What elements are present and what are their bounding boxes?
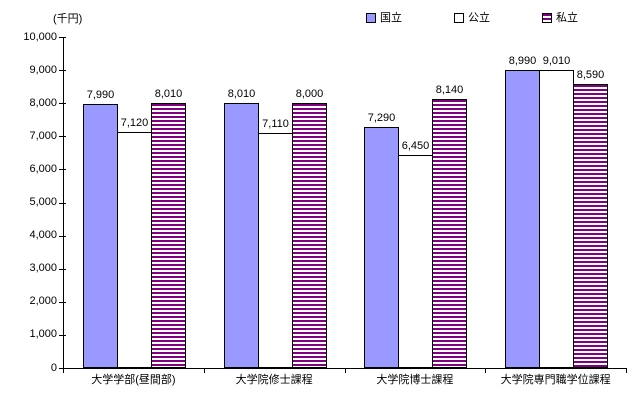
bar-value-label: 8,010	[154, 88, 183, 100]
bar-国立	[83, 104, 118, 368]
chart-legend: 国立 公立 私立	[366, 12, 578, 24]
legend-item-国立: 国立	[366, 12, 402, 24]
y-tick-mark	[59, 235, 66, 237]
y-tick-label: 8,000	[29, 96, 57, 109]
bar-value-label: 8,000	[295, 88, 324, 100]
x-tick-mark	[626, 369, 627, 373]
legend-label: 公立	[468, 12, 490, 24]
y-tick-label: 2,000	[29, 295, 57, 308]
legend-swatch-icon	[542, 13, 552, 23]
bar-value-label: 8,990	[508, 55, 537, 67]
y-tick-mark	[59, 368, 66, 369]
bar-私立	[573, 84, 608, 368]
bar-value-label: 6,450	[401, 140, 430, 152]
y-tick-label: 1,000	[29, 328, 57, 341]
y-tick-mark	[59, 136, 66, 138]
legend-item-公立: 公立	[454, 12, 490, 24]
x-tick-mark	[63, 369, 64, 373]
bar-私立	[432, 99, 467, 368]
category-label: 大学院専門職学位課程	[500, 374, 611, 386]
plot-area: 7,990 8,010 7,290 8,990 7,120 7,110 6,450 9,010…	[63, 37, 627, 369]
bar-value-label: 7,990	[86, 89, 115, 101]
bar-国立	[505, 70, 540, 368]
bar-value-label: 8,140	[435, 84, 464, 96]
y-tick-mark	[59, 169, 66, 171]
bar-value-label: 7,120	[120, 117, 149, 129]
category-label: 大学院修士課程	[235, 374, 313, 386]
y-tick-label: 6,000	[29, 162, 57, 175]
y-tick-mark	[59, 37, 66, 38]
category-label: 大学学部(昼間部)	[91, 374, 176, 386]
y-tick-label: 4,000	[29, 229, 57, 242]
y-tick-mark	[59, 202, 66, 204]
category-label: 大学院博士課程	[376, 374, 454, 386]
y-axis-unit-label: (千円)	[53, 13, 83, 25]
y-tick-label: 0	[50, 361, 57, 374]
y-tick-label: 10,000	[23, 30, 57, 43]
bar-公立	[117, 132, 152, 368]
legend-swatch-icon	[454, 13, 464, 23]
y-tick-label: 5,000	[29, 196, 57, 208]
bar-value-label: 7,110	[262, 118, 289, 130]
y-tick-label: 9,000	[29, 63, 57, 76]
y-tick-mark	[59, 268, 66, 270]
bar-value-label: 7,290	[367, 112, 396, 124]
bar-私立	[292, 103, 327, 368]
y-tick-label: 7,000	[29, 129, 57, 142]
y-tick-mark	[59, 103, 66, 105]
x-tick-mark	[204, 369, 205, 373]
bar-公立	[398, 155, 433, 368]
y-tick-label: 3,000	[29, 262, 57, 275]
y-tick-mark	[59, 301, 66, 303]
x-tick-mark	[485, 369, 486, 373]
legend-label: 国立	[380, 12, 402, 24]
legend-swatch-icon	[366, 13, 376, 23]
y-tick-mark	[59, 70, 66, 72]
bar-公立	[258, 133, 293, 368]
bar-value-label: 8,590	[576, 69, 605, 81]
y-tick-mark	[59, 334, 66, 336]
bar-国立	[224, 103, 259, 368]
bar-value-label: 8,010	[227, 88, 256, 100]
bar-公立	[539, 70, 574, 368]
legend-label: 私立	[556, 12, 578, 24]
x-tick-mark	[345, 369, 346, 373]
bar-私立	[151, 103, 186, 368]
bar-国立	[364, 127, 399, 368]
bar-value-label: 9,010	[542, 55, 571, 67]
legend-item-私立: 私立	[542, 12, 578, 24]
